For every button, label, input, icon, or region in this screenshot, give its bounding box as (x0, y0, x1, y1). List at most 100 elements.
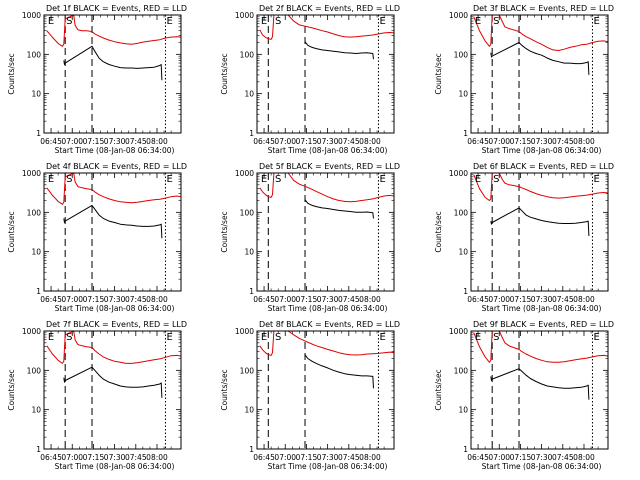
y-tick-label: 100 (240, 208, 255, 217)
y-axis-title: Counts/sec (7, 211, 16, 252)
x-axis-title: Start Time (08-Jan-08 06:34:00) (268, 146, 388, 155)
y-tick-label: 1 (36, 445, 41, 454)
x-tick-label: 06:45 (467, 453, 489, 462)
y-axis-title: Counts/sec (434, 369, 443, 410)
events-series-line (490, 368, 590, 400)
x-tick-label: 07:30 (531, 295, 553, 304)
x-tick-label: 07:00 (488, 137, 510, 146)
lld-series-line (473, 330, 609, 363)
y-tick-label: 1000 (22, 327, 41, 336)
y-tick-label: 1000 (449, 169, 468, 178)
marker-end-label: E (261, 332, 267, 343)
y-tick-label: 100 (27, 50, 42, 59)
marker-end-label: E (593, 174, 599, 185)
marker-end-label: E (48, 16, 54, 27)
x-tick-label: 07:15 (296, 137, 318, 146)
x-tick-label: 07:00 (61, 295, 83, 304)
lld-series-line (46, 14, 182, 47)
x-tick-label: 06:45 (467, 137, 489, 146)
lld-series-line (473, 14, 609, 51)
marker-end-label: E (593, 332, 599, 343)
marker-start-label: S (493, 16, 499, 27)
x-tick-label: 06:45 (253, 137, 275, 146)
y-tick-label: 100 (454, 50, 469, 59)
x-tick-label: 07:15 (83, 295, 105, 304)
marker-end-label: E (261, 174, 267, 185)
x-tick-label: 07:15 (83, 137, 105, 146)
marker-start-label: S (66, 16, 72, 27)
y-tick-label: 10 (458, 406, 468, 415)
x-tick-label: 07:00 (61, 137, 83, 146)
y-axis-title: Counts/sec (220, 211, 229, 252)
y-axis-title: Counts/sec (7, 53, 16, 94)
x-tick-label: 08:00 (146, 137, 168, 146)
y-tick-label: 1 (249, 287, 254, 296)
y-tick-label: 10 (244, 406, 254, 415)
marker-end-label: E (166, 16, 172, 27)
plot-frame (470, 172, 609, 292)
x-axis-title: Start Time (08-Jan-08 06:34:00) (55, 304, 175, 313)
panel-title: Det 9f BLACK = Events, RED = LLD (473, 320, 614, 329)
events-series-line (490, 207, 590, 237)
y-tick-label: 1000 (235, 327, 254, 336)
y-axis-title: Counts/sec (220, 369, 229, 410)
y-tick-label: 1 (463, 445, 468, 454)
x-tick-label: 07:15 (510, 295, 532, 304)
y-tick-label: 10 (244, 90, 254, 99)
lld-series-line (259, 330, 395, 356)
lld-series-line (259, 172, 395, 203)
x-tick-label: 07:00 (488, 453, 510, 462)
plot-frame (256, 172, 395, 292)
marker-end-label: E (48, 174, 54, 185)
plot-frame (43, 172, 182, 292)
panel-title: Det 5f BLACK = Events, RED = LLD (259, 162, 400, 171)
panel-title: Det 2f BLACK = Events, RED = LLD (259, 4, 400, 13)
panel-title: Det 1f BLACK = Events, RED = LLD (46, 4, 187, 13)
y-axis-title: Counts/sec (7, 369, 16, 410)
x-tick-label: 07:45 (125, 295, 147, 304)
marker-end-label: E (475, 174, 481, 185)
marker-start-label: S (275, 332, 281, 343)
x-tick-label: 08:00 (146, 453, 168, 462)
x-tick-label: 07:00 (61, 453, 83, 462)
x-tick-label: 07:45 (552, 295, 574, 304)
plot-frame (256, 330, 395, 450)
x-tick-label: 08:00 (359, 295, 381, 304)
y-tick-label: 1 (463, 129, 468, 138)
y-tick-label: 10 (244, 248, 254, 257)
y-axis-title: Counts/sec (220, 53, 229, 94)
detector-panel-9: Det 9f BLACK = Events, RED = LLD Counts/s… (434, 320, 614, 471)
x-tick-label: 07:15 (510, 137, 532, 146)
detector-panel-3: Det 3f BLACK = Events, RED = LLD Counts/s… (434, 4, 614, 155)
x-tick-label: 08:00 (573, 453, 595, 462)
y-tick-label: 10 (31, 248, 41, 257)
y-tick-label: 100 (240, 50, 255, 59)
plot-frame (43, 14, 182, 134)
x-tick-label: 06:45 (40, 453, 62, 462)
y-tick-label: 1000 (235, 11, 254, 20)
x-tick-label: 08:00 (359, 453, 381, 462)
lld-series-line (473, 172, 609, 201)
x-tick-label: 06:45 (467, 295, 489, 304)
marker-end-label: E (166, 332, 172, 343)
x-tick-label: 07:30 (531, 137, 553, 146)
x-axis-title: Start Time (08-Jan-08 06:34:00) (268, 462, 388, 471)
x-tick-label: 07:45 (125, 137, 147, 146)
y-tick-label: 1 (36, 287, 41, 296)
y-tick-label: 10 (31, 90, 41, 99)
x-tick-label: 07:45 (338, 137, 360, 146)
y-axis-title: Counts/sec (434, 211, 443, 252)
y-tick-label: 100 (454, 208, 469, 217)
marker-end-label: E (166, 174, 172, 185)
x-tick-label: 08:00 (359, 137, 381, 146)
detector-panel-2: Det 2f BLACK = Events, RED = LLD Counts/s… (220, 4, 400, 155)
x-tick-label: 07:15 (510, 453, 532, 462)
detector-panel-7: Det 7f BLACK = Events, RED = LLD Counts/s… (7, 320, 187, 471)
y-tick-label: 100 (27, 208, 42, 217)
x-tick-label: 06:45 (253, 453, 275, 462)
detector-panel-8: Det 8f BLACK = Events, RED = LLD Counts/s… (220, 320, 400, 471)
x-tick-label: 06:45 (40, 137, 62, 146)
marker-start-label: S (493, 332, 499, 343)
